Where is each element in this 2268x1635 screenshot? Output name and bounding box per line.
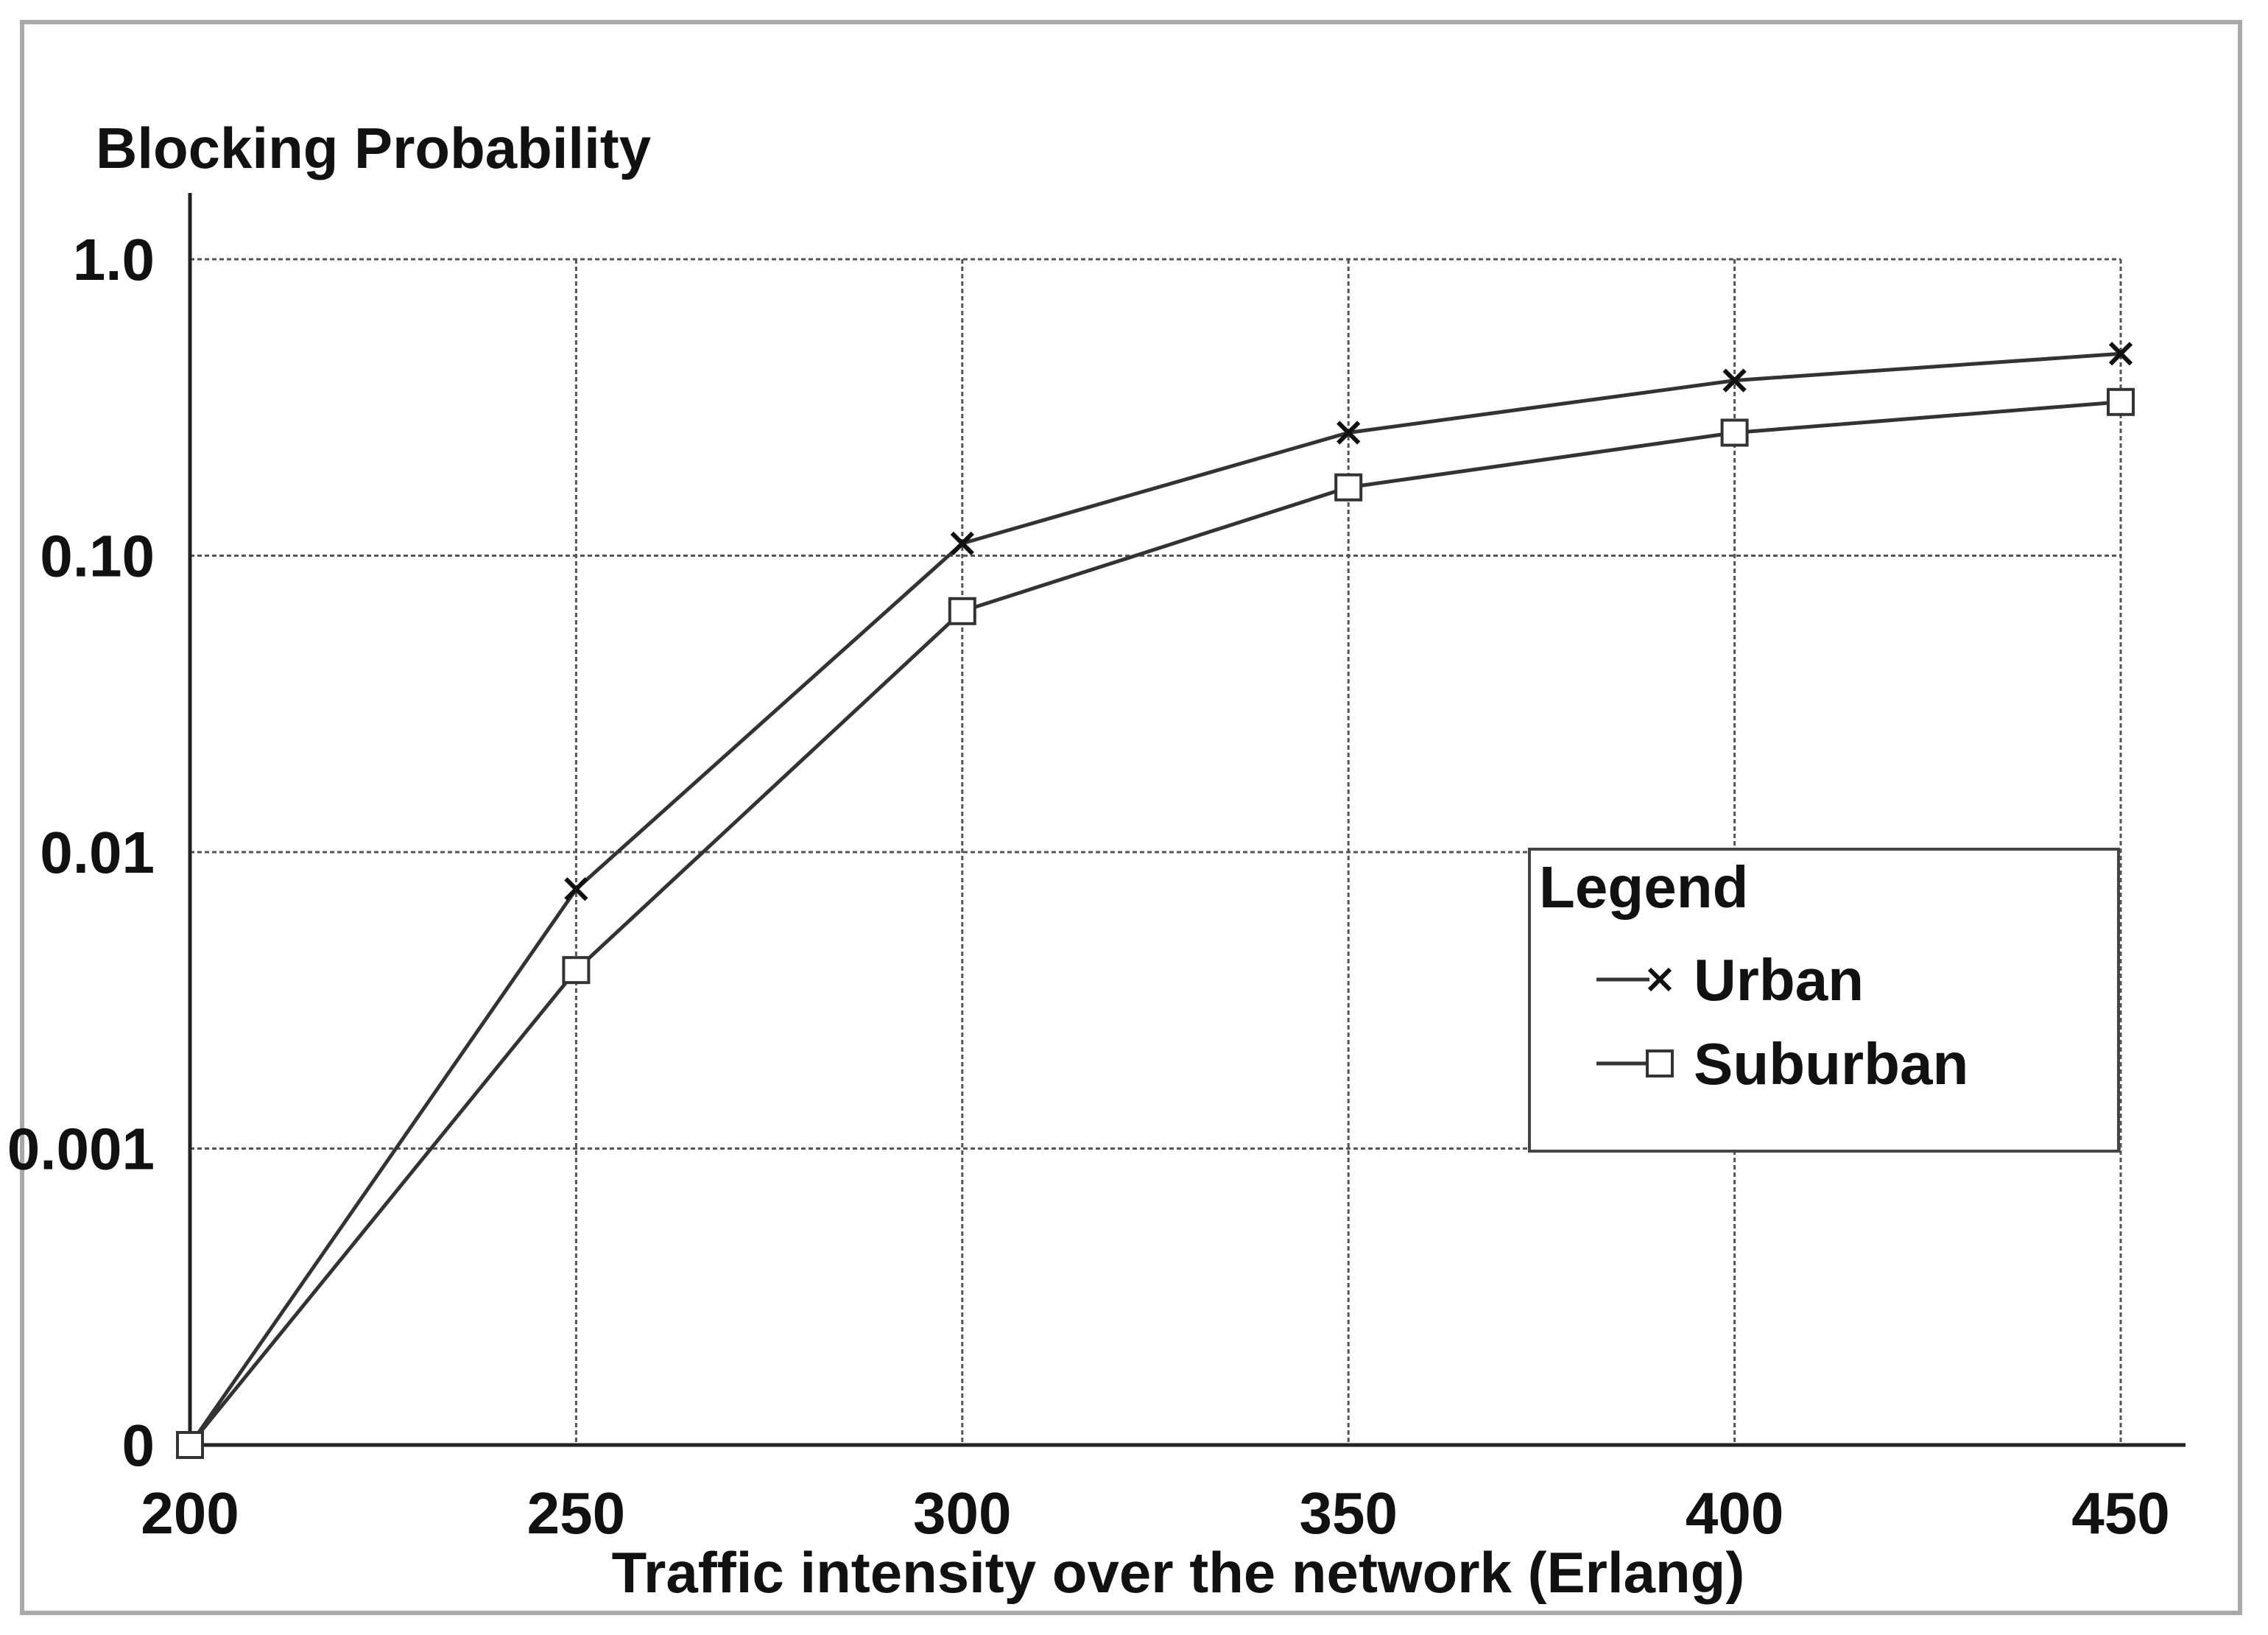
x-tick-label: 250 xyxy=(527,1480,625,1546)
y-tick-label: 0.01 xyxy=(40,820,155,885)
point-suburban xyxy=(948,597,976,625)
figure-frame xyxy=(20,20,2242,1615)
point-urban xyxy=(950,531,974,555)
x-tick-label: 200 xyxy=(141,1480,239,1546)
legend-items: Urban Suburban xyxy=(1596,947,1968,1097)
y-tick-label: 0.10 xyxy=(40,524,155,589)
point-suburban xyxy=(1334,473,1363,502)
legend-marker-urban xyxy=(1647,967,1672,992)
legend-marker-suburban xyxy=(1646,1049,1674,1077)
x-tick-label: 300 xyxy=(913,1480,1011,1546)
y-tick-label: 1.0 xyxy=(73,227,155,292)
series-line-suburban xyxy=(189,400,2121,1446)
x-tick-label: 400 xyxy=(1686,1480,1783,1546)
legend-title: Legend xyxy=(1539,854,1748,920)
axes xyxy=(188,193,2186,1447)
y-axis-label: Blocking Probability xyxy=(96,116,651,180)
point-urban xyxy=(1336,421,1361,445)
point-urban xyxy=(2108,342,2133,366)
legend: Legend Urban Suburban xyxy=(1528,848,2120,1153)
point-suburban xyxy=(1720,418,1749,447)
y-tick-label: 0 xyxy=(122,1413,155,1478)
point-urban xyxy=(1722,368,1747,393)
legend-label-suburban: Suburban xyxy=(1694,1031,1968,1097)
y-tick-labels: 0 0.001 0.01 0.10 1.0 xyxy=(7,227,155,1478)
point-urban xyxy=(564,877,588,901)
point-suburban xyxy=(2107,387,2135,416)
x-tick-label: 350 xyxy=(1299,1480,1397,1546)
y-tick-label: 0.001 xyxy=(7,1117,155,1182)
series-line-urban xyxy=(188,351,2121,1446)
x-tick-label: 450 xyxy=(2071,1480,2169,1546)
x-axis-label: Traffic intensity over the network (Erla… xyxy=(612,1540,1745,1605)
legend-label-urban: Urban xyxy=(1694,947,1864,1013)
series-layer xyxy=(176,342,2135,1459)
legend-box xyxy=(1528,848,2120,1153)
point-suburban xyxy=(176,1431,204,1459)
x-tick-labels: 200 250 300 350 400 450 xyxy=(141,1480,2169,1546)
point-suburban xyxy=(562,956,591,985)
